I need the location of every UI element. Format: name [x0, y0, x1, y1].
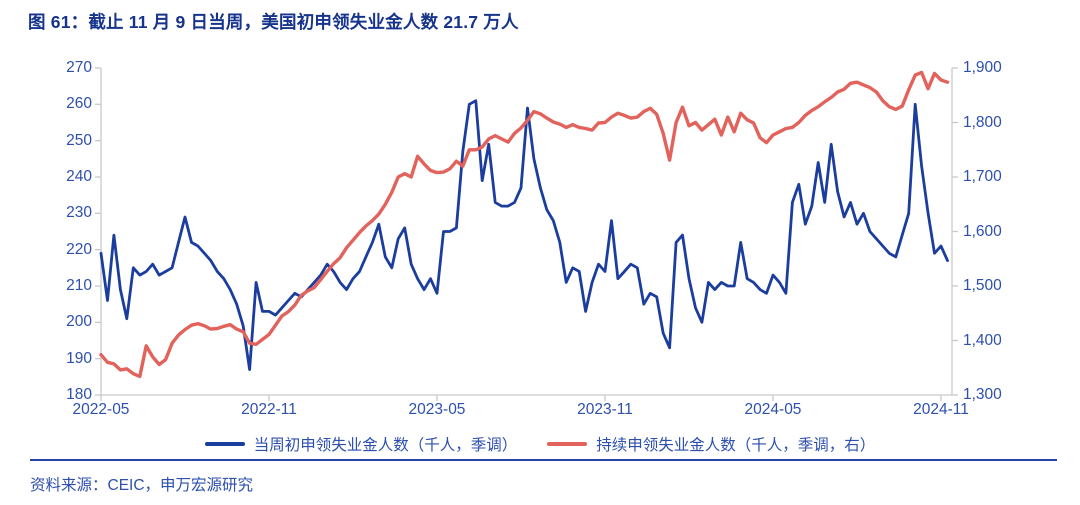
y-axis-left-tick-label: 230 [66, 204, 92, 222]
y-axis-right-tick-label: 1,900 [963, 59, 1002, 76]
x-axis-tick-label: 2022-05 [72, 401, 130, 418]
y-axis-right-tick-label: 1,800 [963, 113, 1002, 131]
y-axis-right-tick-label: 1,400 [963, 331, 1002, 349]
legend-item-continuing-claims: 持续申领失业金人数（千人，季调，右） [547, 433, 875, 455]
x-axis-tick-label: 2022-11 [241, 401, 297, 418]
y-axis-left-tick-label: 220 [66, 240, 92, 258]
legend-label-initial-claims: 当周初申领失业金人数（千人，季调） [253, 437, 518, 454]
y-axis-right-tick-label: 1,700 [963, 168, 1002, 185]
y-axis-right-tick-label: 1,500 [963, 277, 1002, 294]
y-axis-left-tick-label: 260 [66, 95, 92, 113]
plot-canvas [95, 67, 958, 401]
jobless-claims-chart: 当周初申领失业金人数（千人，季调） 持续申领失业金人数（千人，季调，右） 180… [0, 59, 1080, 455]
y-axis-left-tick-label: 240 [66, 168, 92, 185]
legend-line-swatch-red [547, 442, 588, 446]
separator-line [30, 459, 1057, 462]
x-axis-tick-label: 2023-11 [577, 401, 633, 418]
source-note: 资料来源：CEIC，申万宏源研究 [30, 477, 254, 494]
legend-item-initial-claims: 当周初申领失业金人数（千人，季调） [204, 433, 518, 455]
legend-label-continuing-claims: 持续申领失业金人数（千人，季调，右） [596, 437, 876, 454]
y-axis-left-tick-label: 200 [66, 313, 92, 331]
figure-title: 图 61：截止 11 月 9 日当周，美国初申领失业金人数 21.7 万人 [28, 12, 519, 32]
x-axis-tick-label: 2023-05 [408, 401, 466, 418]
y-axis-left-tick-label: 270 [66, 59, 92, 76]
y-axis-left-tick-label: 180 [66, 386, 92, 403]
chart-legend: 当周初申领失业金人数（千人，季调） 持续申领失业金人数（千人，季调，右） [0, 433, 1080, 455]
y-axis-left-tick-label: 190 [66, 349, 92, 367]
x-axis-tick-label: 2024-05 [744, 401, 802, 418]
y-axis-left-tick-label: 250 [66, 131, 92, 149]
y-axis-left-tick-label: 210 [66, 277, 92, 294]
y-axis-right-tick-label: 1,300 [963, 386, 1002, 403]
y-axis-right-tick-label: 1,600 [963, 222, 1002, 240]
legend-line-swatch-blue [204, 442, 245, 446]
x-axis-tick-label: 2024-11 [913, 401, 969, 418]
